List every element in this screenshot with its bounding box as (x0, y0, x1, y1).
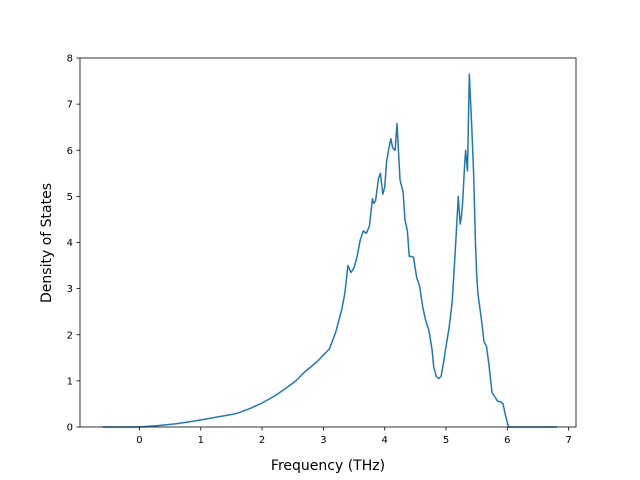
x-axis-label: Frequency (THz) (271, 458, 385, 474)
y-tick-label: 4 (67, 238, 73, 249)
x-tick-label: 6 (504, 435, 510, 446)
x-tick-label: 7 (565, 435, 571, 446)
y-tick-label: 6 (67, 146, 73, 157)
axes: 0 1 2 3 4 5 6 7 0 1 2 3 4 5 6 7 8 (67, 54, 577, 446)
plot-frame (79, 57, 577, 428)
x-tick-label: 0 (136, 435, 142, 446)
y-tick-label: 2 (67, 330, 73, 341)
x-tick-label: 1 (198, 435, 204, 446)
y-axis-label: Density of States (39, 183, 55, 303)
y-tick-label: 1 (67, 376, 73, 387)
y-tick-label: 0 (67, 423, 73, 434)
x-tick-label: 2 (259, 435, 265, 446)
y-tick-label: 7 (67, 100, 73, 111)
x-tick-label: 5 (443, 435, 449, 446)
y-tick-label: 3 (67, 284, 73, 295)
y-tick-label: 5 (67, 192, 73, 203)
y-tick-label: 8 (67, 54, 73, 65)
x-tick-label: 3 (320, 435, 326, 446)
x-tick-label: 4 (382, 435, 388, 446)
plot-area (101, 73, 558, 428)
dos-line-series-0 (101, 73, 558, 428)
